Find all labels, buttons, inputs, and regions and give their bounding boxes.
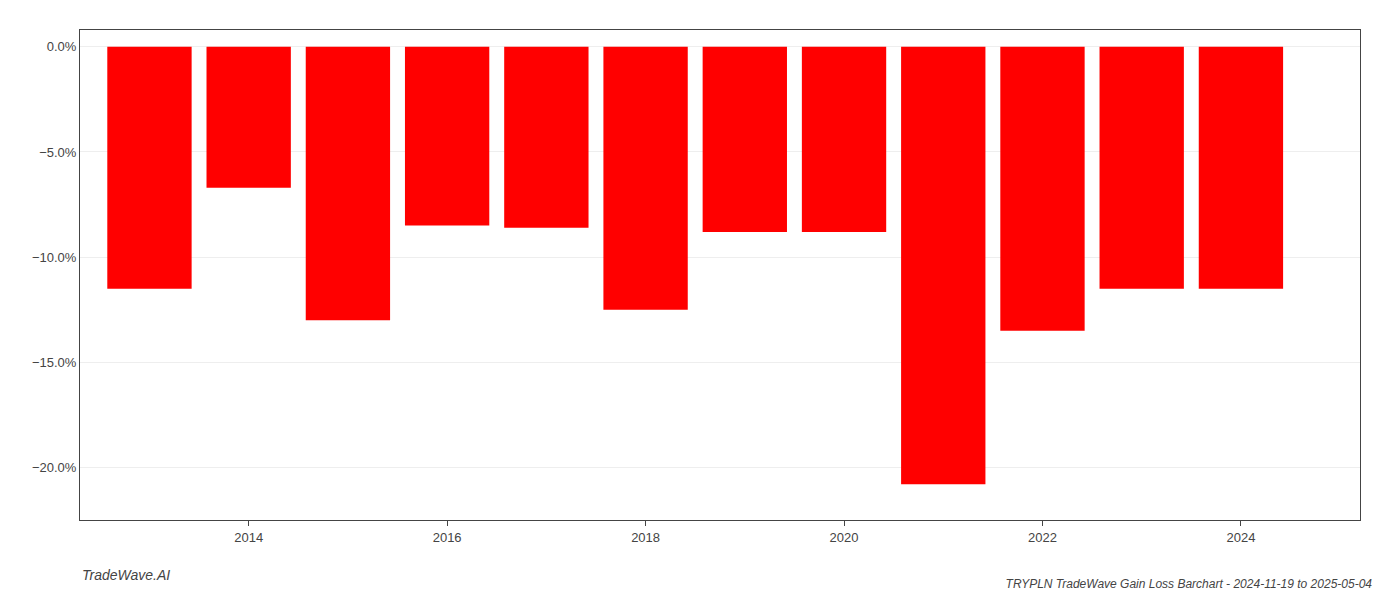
svg-text:−10.0%: −10.0% <box>32 250 77 265</box>
svg-text:2014: 2014 <box>234 530 263 545</box>
svg-text:TRYPLN TradeWave Gain Loss Bar: TRYPLN TradeWave Gain Loss Barchart - 20… <box>1006 577 1373 591</box>
svg-text:−5.0%: −5.0% <box>39 145 77 160</box>
svg-text:−15.0%: −15.0% <box>32 355 77 370</box>
svg-text:2016: 2016 <box>433 530 462 545</box>
svg-text:2020: 2020 <box>830 530 859 545</box>
svg-text:2024: 2024 <box>1226 530 1255 545</box>
svg-text:2018: 2018 <box>631 530 660 545</box>
svg-text:TradeWave.AI: TradeWave.AI <box>82 567 170 583</box>
svg-text:0.0%: 0.0% <box>47 39 77 54</box>
svg-text:−20.0%: −20.0% <box>32 460 77 475</box>
svg-text:2022: 2022 <box>1028 530 1057 545</box>
